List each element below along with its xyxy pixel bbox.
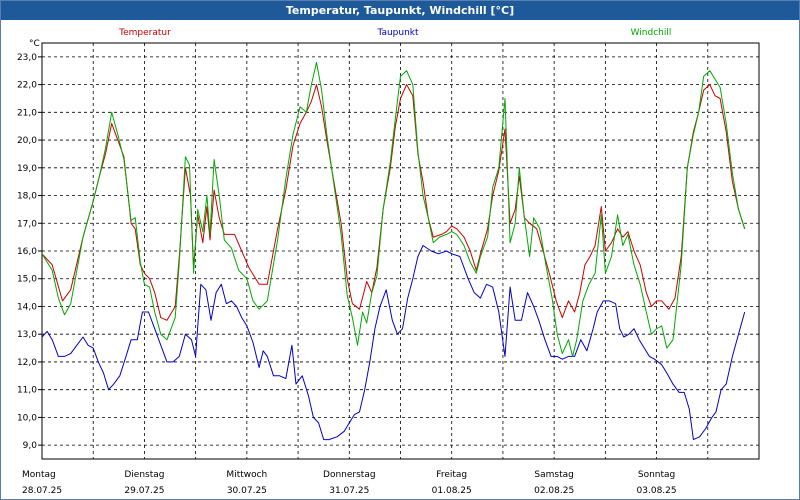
- y-tick-label: 21,0: [17, 108, 37, 118]
- plot-frame: [41, 42, 760, 460]
- x-tick-date-label: 02.08.25: [534, 486, 574, 496]
- x-tick-date-label: 30.07.25: [227, 486, 267, 496]
- series-line-taupunkt: [41, 245, 746, 441]
- y-tick-label: 23,0: [17, 53, 37, 63]
- series-line-windchill: [41, 61, 746, 357]
- y-tick-label: 14,0: [17, 302, 37, 312]
- series-line-temperatur: [41, 84, 746, 321]
- x-tick-day-label: Donnerstag: [323, 470, 376, 480]
- plot-area: 9,0 10,0 11,0 12,0 13,0 14,0 15,0 16,0 17,0 18,0 1…: [1, 20, 799, 499]
- y-tick-label: 17,0: [17, 219, 37, 229]
- y-tick-label: 13,0: [17, 330, 37, 340]
- x-tick-day-label: Sonntag: [638, 470, 675, 480]
- x-tick-date-label: 31.07.25: [329, 486, 369, 496]
- y-tick-label: 20,0: [17, 136, 37, 146]
- y-tick-label: 15,0: [17, 275, 37, 285]
- x-tick-day-label: Montag: [22, 470, 56, 480]
- y-tick-label: 16,0: [17, 247, 37, 257]
- x-tick-day-label: Freitag: [436, 470, 467, 480]
- x-tick-date-label: 28.07.25: [22, 486, 62, 496]
- y-tick-label: 22,0: [17, 81, 37, 91]
- line-chart: 9,0 10,0 11,0 12,0 13,0 14,0 15,0 16,0 17,0 18,0 1…: [17, 28, 760, 496]
- y-tick-label: 12,0: [17, 358, 37, 368]
- legend-label-windchill: Windchill: [631, 28, 672, 38]
- x-tick-date-label: 03.08.25: [637, 486, 677, 496]
- x-tick-date-label: 01.08.25: [432, 486, 472, 496]
- window-title: Temperatur, Taupunkt, Windchill [°C]: [1, 1, 799, 20]
- y-tick-label: 18,0: [17, 192, 37, 202]
- y-tick-label: 10,0: [17, 413, 37, 423]
- y-tick-label: 19,0: [17, 164, 37, 174]
- x-tick-date-label: 29.07.25: [124, 486, 164, 496]
- x-tick-day-label: Mittwoch: [226, 470, 267, 480]
- y-axis-unit: °C: [29, 39, 40, 49]
- y-tick-label: 11,0: [17, 386, 37, 396]
- legend-label-temperatur: Temperatur: [118, 28, 171, 38]
- legend-label-taupunkt: Taupunkt: [376, 28, 419, 38]
- x-tick-day-label: Samstag: [534, 470, 573, 480]
- x-tick-day-label: Dienstag: [124, 470, 164, 480]
- y-tick-label: 9,0: [23, 441, 38, 451]
